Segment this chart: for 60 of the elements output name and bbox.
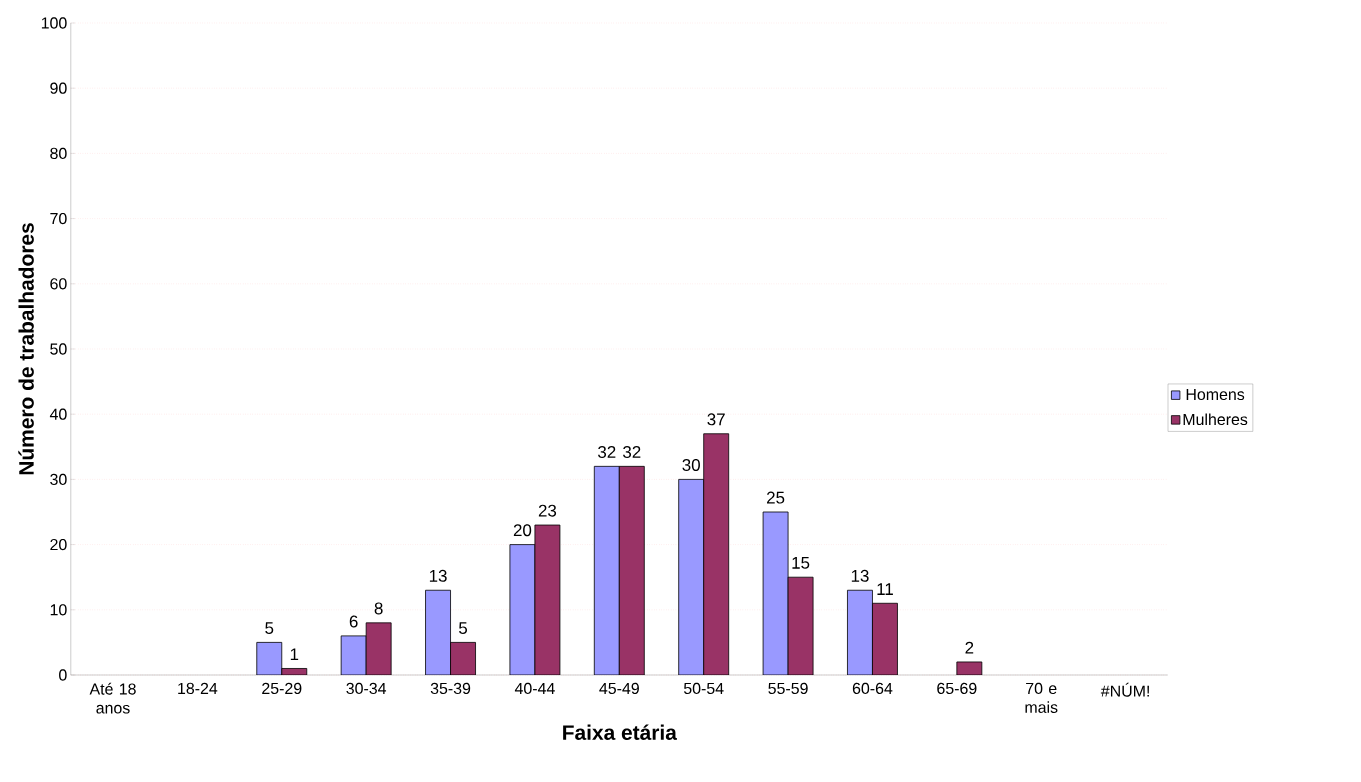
data-label: 23 [538, 504, 557, 517]
y-tick-label: 90 [50, 82, 67, 94]
data-label: 15 [792, 556, 810, 569]
bar [618, 465, 645, 675]
data-label: 37 [707, 413, 725, 426]
data-label: 32 [623, 445, 641, 458]
y-axis-title: Número de trabalhadores [18, 223, 34, 475]
x-tick-label: 70 e mais [1025, 682, 1058, 713]
data-label: 30 [682, 459, 700, 472]
x-axis-title: Faixa etária [563, 724, 677, 740]
y-tick-label: 0 [59, 669, 67, 681]
data-label: 20 [513, 524, 532, 537]
x-tick-label: 65-69 [937, 682, 977, 695]
y-tick-label: 100 [41, 17, 67, 29]
data-label: 11 [877, 583, 893, 595]
data-label: 25 [767, 491, 785, 504]
bar [340, 635, 367, 675]
data-label: 32 [598, 445, 616, 458]
data-label: 8 [374, 602, 383, 615]
bar [872, 602, 898, 675]
y-tick-label: 80 [50, 147, 67, 160]
x-tick-label: #NÚM! [1100, 682, 1149, 697]
legend-label: Mulheres [1183, 413, 1248, 426]
bar [534, 524, 561, 675]
bar [847, 589, 873, 675]
y-tick-label: 30 [50, 473, 67, 486]
y-tick-label: 50 [50, 343, 67, 355]
bar [678, 479, 705, 675]
y-tick-label: 70 [50, 212, 67, 225]
data-label: 13 [851, 569, 869, 582]
bar [256, 642, 283, 675]
x-tick-label: 60-64 [852, 682, 893, 695]
y-tick-label: 60 [50, 278, 67, 290]
bar [762, 511, 789, 675]
bar [450, 642, 476, 675]
bar [593, 465, 620, 675]
bar [509, 544, 536, 675]
y-tick-label: 10 [50, 604, 67, 616]
bar [787, 576, 814, 675]
data-label: 5 [459, 622, 468, 635]
bar [425, 589, 451, 675]
x-tick-label: 18-24 [178, 682, 218, 695]
x-tick-label: Até 18 anos [89, 682, 136, 714]
legend-label: Homens [1186, 388, 1245, 401]
y-tick-label: 20 [50, 538, 67, 551]
data-label: 13 [429, 569, 447, 582]
data-label: 6 [349, 615, 358, 628]
x-tick-label: 25-29 [262, 682, 302, 695]
y-tick-label: 40 [49, 408, 67, 420]
x-tick-label: 30-34 [346, 682, 387, 695]
bar [365, 622, 392, 675]
x-tick-label: 55-59 [768, 682, 808, 695]
data-label: 5 [265, 622, 274, 635]
x-tick-label: 35-39 [430, 682, 471, 695]
bar [703, 433, 730, 675]
x-tick-label: 50-54 [683, 682, 724, 695]
data-label: 1 [290, 648, 299, 661]
data-label: 2 [965, 641, 974, 654]
x-tick-label: 40-44 [514, 682, 555, 695]
x-tick-label: 45-49 [599, 682, 639, 695]
